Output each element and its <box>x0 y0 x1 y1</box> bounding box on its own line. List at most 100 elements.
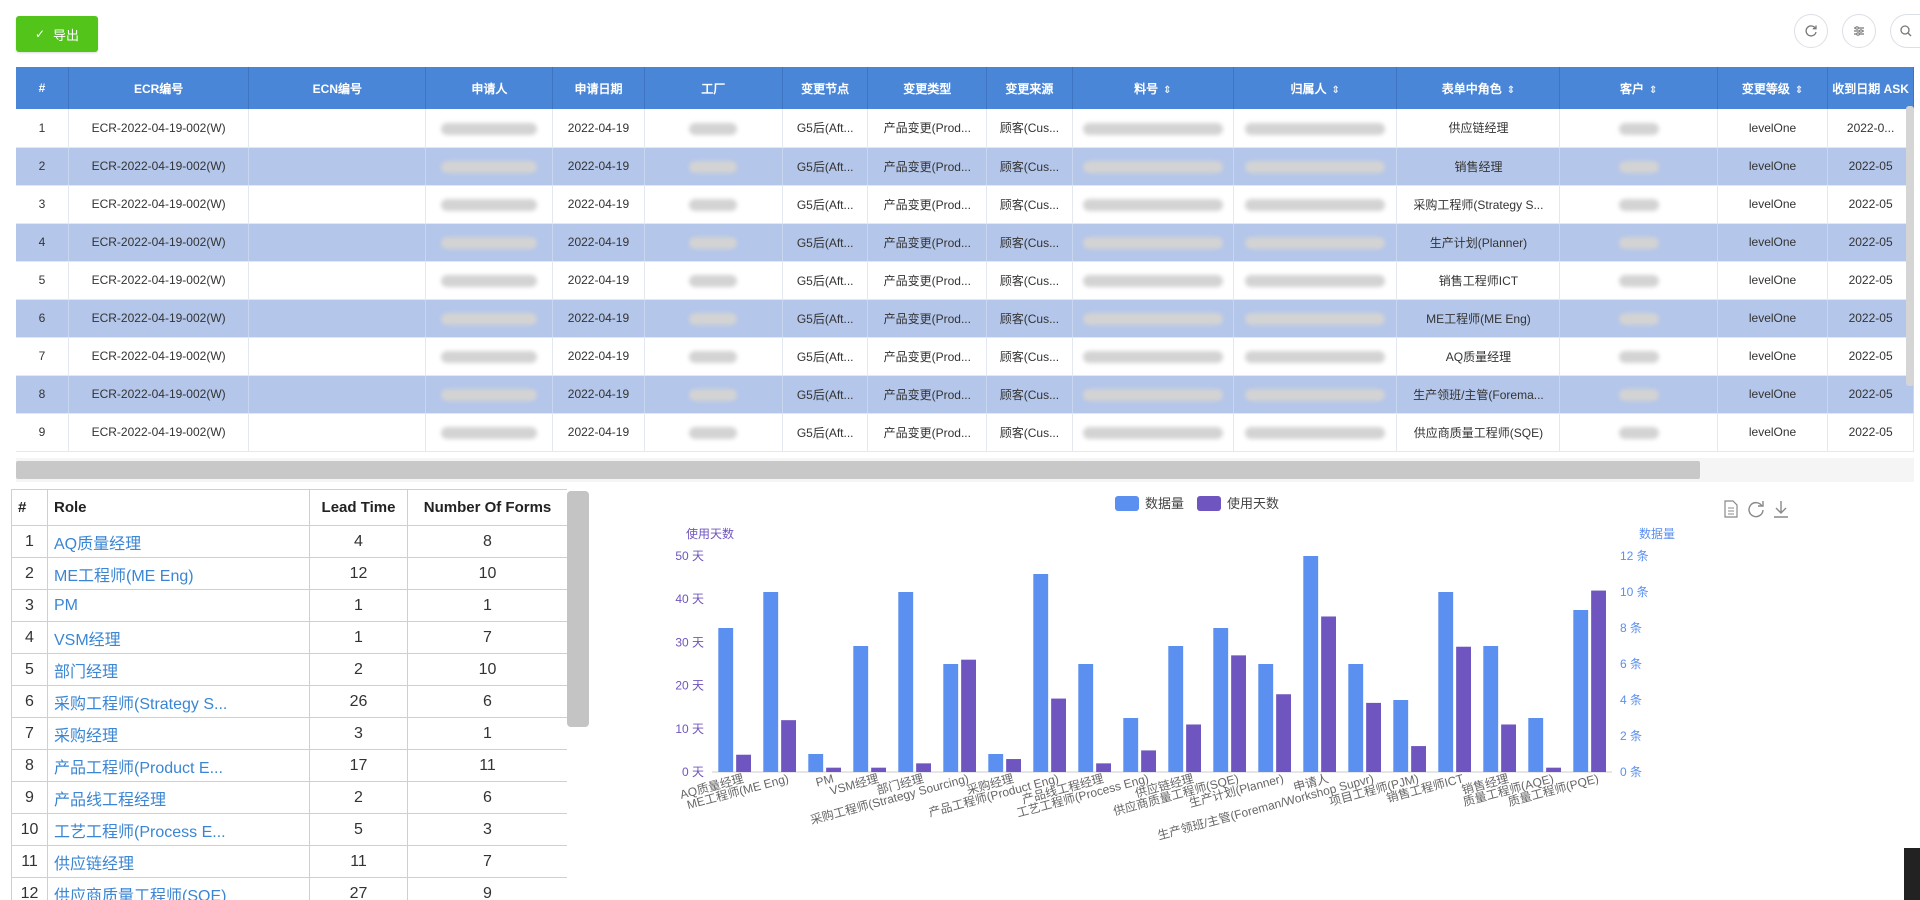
bar-data-count[interactable] <box>1303 556 1319 772</box>
bar-data-count[interactable] <box>1348 664 1364 772</box>
change-source: 顾客(Cus... <box>986 147 1073 186</box>
refresh-icon[interactable] <box>1794 14 1828 48</box>
bar-usage-days[interactable] <box>781 720 796 772</box>
role-link[interactable]: 工艺工程师(Process E... <box>47 813 310 846</box>
bar-data-count[interactable] <box>988 754 1004 772</box>
bar-data-count[interactable] <box>1393 700 1409 772</box>
bar-data-count[interactable] <box>1213 628 1229 772</box>
bar-usage-days[interactable] <box>1051 698 1066 772</box>
y-right-tick: 4 条 <box>1620 693 1642 707</box>
grid-header-9[interactable]: 料号 ⇕ <box>1072 67 1235 109</box>
role-link[interactable]: PM <box>47 589 310 622</box>
bar-usage-days[interactable] <box>1096 763 1111 772</box>
bar-usage-days[interactable] <box>736 754 751 772</box>
role-link[interactable]: 产品工程师(Product E... <box>47 749 310 782</box>
download-icon[interactable] <box>1774 501 1788 518</box>
applicant <box>425 375 554 414</box>
redacted-value <box>1082 198 1223 211</box>
bar-usage-days[interactable] <box>1411 746 1426 772</box>
grid-header-11[interactable]: 表单中角色 ⇕ <box>1396 67 1561 109</box>
table-row[interactable]: 2 ECR-2022-04-19-002(W) 2022-04-19 G5后(Aft.… <box>16 147 1914 186</box>
sort-icon[interactable]: ⇕ <box>1506 84 1516 96</box>
grid-header-12[interactable]: 客户 ⇕ <box>1559 67 1718 109</box>
role-link[interactable]: 部门经理 <box>47 653 310 686</box>
grid-vertical-scrollbar[interactable] <box>1906 106 1914 386</box>
bar-data-count[interactable] <box>808 754 824 772</box>
change-node: G5后(Aft... <box>782 109 869 148</box>
role-link[interactable]: 供应商质量工程师(SQE) <box>47 877 310 900</box>
role-link[interactable]: ME工程师(ME Eng) <box>47 557 310 590</box>
change-node: G5后(Aft... <box>782 185 869 224</box>
table-row[interactable]: 9 ECR-2022-04-19-002(W) 2022-04-19 G5后(Aft.… <box>16 413 1914 452</box>
export-label: 导出 <box>53 27 80 43</box>
sort-icon[interactable]: ⇕ <box>1794 84 1804 96</box>
bar-usage-days[interactable] <box>1546 767 1561 772</box>
bar-data-count[interactable] <box>1033 574 1049 772</box>
bar-usage-days[interactable] <box>1276 694 1291 772</box>
received-date: 2022-05 <box>1827 223 1914 262</box>
document-icon[interactable] <box>1724 500 1738 518</box>
table-row[interactable]: 6 ECR-2022-04-19-002(W) 2022-04-19 G5后(Aft.… <box>16 299 1914 338</box>
role-link[interactable]: 产品线工程经理 <box>47 781 310 814</box>
bar-usage-days[interactable] <box>871 767 886 772</box>
table-row[interactable]: 3 ECR-2022-04-19-002(W) 2022-04-19 G5后(Aft.… <box>16 185 1914 224</box>
bar-usage-days[interactable] <box>1231 655 1246 772</box>
role-link[interactable]: VSM经理 <box>47 621 310 654</box>
role-link[interactable]: AQ质量经理 <box>47 525 310 558</box>
bar-usage-days[interactable] <box>1591 590 1606 772</box>
role-link[interactable]: 采购工程师(Strategy S... <box>47 685 310 718</box>
bar-data-count[interactable] <box>853 646 869 772</box>
bar-data-count[interactable] <box>1438 592 1454 772</box>
export-button[interactable]: ✓ 导出 <box>16 16 98 52</box>
table-row[interactable]: 5 ECR-2022-04-19-002(W) 2022-04-19 G5后(Aft.… <box>16 261 1914 300</box>
sort-icon[interactable]: ⇕ <box>1331 84 1340 96</box>
bar-usage-days[interactable] <box>961 659 976 772</box>
bar-usage-days[interactable] <box>1366 702 1381 772</box>
role-link[interactable]: 采购经理 <box>47 717 310 750</box>
bar-usage-days[interactable] <box>1141 750 1156 772</box>
bar-usage-days[interactable] <box>1321 616 1336 772</box>
bar-usage-days[interactable] <box>916 763 931 772</box>
bar-usage-days[interactable] <box>1456 646 1471 772</box>
table-row[interactable]: 7 ECR-2022-04-19-002(W) 2022-04-19 G5后(Aft.… <box>16 337 1914 376</box>
bar-data-count[interactable] <box>1123 718 1139 772</box>
legend-swatch-0[interactable] <box>1115 496 1139 511</box>
role-table-scrollbar[interactable] <box>567 491 589 727</box>
apply-date: 2022-04-19 <box>552 375 645 414</box>
grid-header-label: 变更节点 <box>801 81 850 96</box>
legend-swatch-1[interactable] <box>1197 496 1221 511</box>
bar-usage-days[interactable] <box>826 767 841 772</box>
filter-icon[interactable] <box>1842 14 1876 48</box>
sort-icon[interactable]: ⇕ <box>1163 84 1172 96</box>
form-role: 生产计划(Planner) <box>1396 223 1561 262</box>
role-row-number: 2 <box>11 557 48 590</box>
bar-data-count[interactable] <box>763 592 779 772</box>
sort-icon[interactable]: ⇕ <box>1648 84 1658 96</box>
refresh-icon[interactable] <box>1748 501 1764 518</box>
part-number <box>1072 261 1235 300</box>
bar-data-count[interactable] <box>943 664 959 772</box>
lead-time: 1 <box>309 589 408 622</box>
factory <box>644 223 784 262</box>
bar-data-count[interactable] <box>718 628 734 772</box>
search-icon[interactable] <box>1890 14 1920 48</box>
table-row[interactable]: 8 ECR-2022-04-19-002(W) 2022-04-19 G5后(Aft.… <box>16 375 1914 414</box>
bar-data-count[interactable] <box>1483 646 1499 772</box>
bar-data-count[interactable] <box>1168 646 1184 772</box>
bar-data-count[interactable] <box>1078 664 1094 772</box>
bar-data-count[interactable] <box>1528 718 1544 772</box>
bar-data-count[interactable] <box>1573 610 1589 772</box>
grid-header-13[interactable]: 变更等级 ⇕ <box>1717 67 1829 109</box>
bar-usage-days[interactable] <box>1501 724 1516 772</box>
bar-usage-days[interactable] <box>1186 724 1201 772</box>
bar-usage-days[interactable] <box>1006 759 1021 772</box>
table-row[interactable]: 1 ECR-2022-04-19-002(W) 2022-04-19 G5后(Aft.… <box>16 109 1914 148</box>
grid-header-10[interactable]: 归属人 ⇕ <box>1233 67 1398 109</box>
bar-data-count[interactable] <box>1258 664 1274 772</box>
bar-data-count[interactable] <box>898 592 914 772</box>
row-number: 7 <box>16 337 69 376</box>
table-row[interactable]: 4 ECR-2022-04-19-002(W) 2022-04-19 G5后(Aft.… <box>16 223 1914 262</box>
role-link[interactable]: 供应链经理 <box>47 845 310 878</box>
number-of-forms: 7 <box>407 621 567 654</box>
grid-horizontal-scrollbar[interactable] <box>16 461 1700 479</box>
